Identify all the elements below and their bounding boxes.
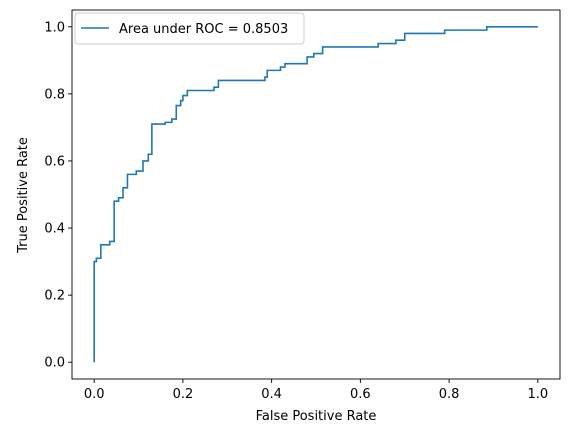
- x-axis-title: False Positive Rate: [256, 409, 377, 424]
- plot-background: [72, 10, 560, 379]
- x-tick-label: 0.2: [173, 387, 194, 402]
- legend: Area under ROC = 0.8503: [74, 12, 305, 45]
- x-tick-label: 0.8: [439, 387, 460, 402]
- y-tick-label: 0.4: [44, 222, 65, 237]
- x-tick-label: 0.0: [84, 387, 105, 402]
- plot-frame: [71, 9, 561, 380]
- y-tick-label: 0.8: [44, 87, 65, 102]
- y-tick-label: 0.6: [44, 154, 65, 169]
- x-tick-label: 0.6: [350, 387, 371, 402]
- legend-box: [74, 12, 305, 45]
- x-tick-label: 0.4: [261, 387, 282, 402]
- y-tick-label: 0.0: [44, 356, 65, 371]
- y-tick-label: 0.2: [44, 289, 65, 304]
- x-tick-label: 1.0: [527, 387, 548, 402]
- y-tick-label: 1.0: [44, 20, 65, 35]
- legend-label: Area under ROC = 0.8503: [119, 22, 288, 37]
- ticks-layer: 0.0 0.2 0.4 0.6 0.8 1.0 0.0 0.2 0.4 0.6 0.8 1.0: [44, 20, 548, 402]
- y-axis-title: True Positive Rate: [16, 137, 31, 254]
- roc-curve-line: [93, 25, 538, 363]
